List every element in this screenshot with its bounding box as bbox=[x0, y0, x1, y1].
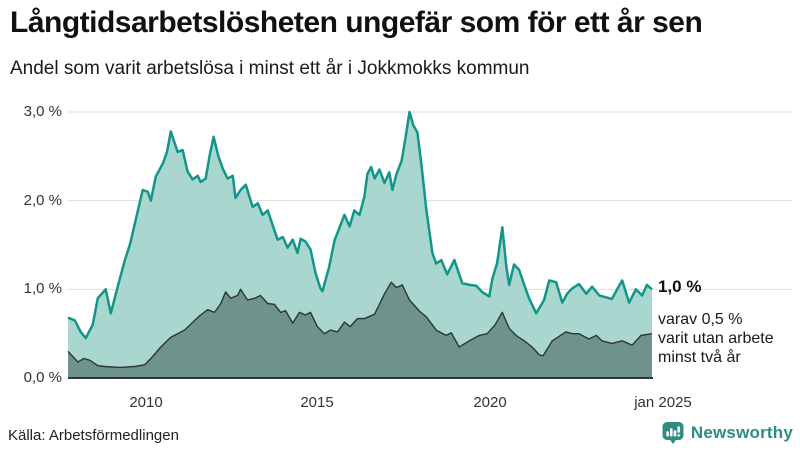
y-axis-tick-1: 1,0 % bbox=[23, 280, 62, 297]
series-line-total bbox=[67, 110, 653, 340]
chart-subtitle: Andel som varit arbetslösa i minst ett å… bbox=[10, 58, 530, 79]
series-line-two-year bbox=[67, 281, 653, 369]
source-credit: Källa: Arbetsförmedlingen bbox=[8, 427, 179, 444]
y-axis-tick-3: 3,0 % bbox=[23, 103, 62, 120]
newsworthy-logo-text: Newsworthy bbox=[690, 423, 793, 442]
y-axis-tick-2: 2,0 % bbox=[23, 192, 62, 209]
newsworthy-bubble-chart-icon bbox=[662, 422, 684, 444]
annotation-line-1: varav 0,5 % bbox=[658, 311, 743, 328]
x-axis-tick-jan-2025: jan 2025 bbox=[634, 394, 692, 411]
y-axis-tick-0: 0,0 % bbox=[23, 369, 62, 386]
x-axis-tick-2020: 2020 bbox=[473, 394, 507, 411]
x-axis-tick-2015: 2015 bbox=[300, 394, 334, 411]
area-fill-two-year bbox=[68, 282, 652, 378]
x-axis-tick-2010: 2010 bbox=[129, 394, 163, 411]
annotation-line-2: varit utan arbete bbox=[658, 330, 774, 347]
newsworthy-logo: Newsworthy bbox=[661, 419, 793, 447]
end-value-label: 1,0 % bbox=[658, 277, 702, 296]
page-title: Långtidsarbetslösheten ungefär som för e… bbox=[10, 6, 703, 39]
two-year-annotation: varav 0,5 % varit utan arbete minst två … bbox=[658, 310, 774, 367]
annotation-line-3: minst två år bbox=[658, 349, 741, 366]
